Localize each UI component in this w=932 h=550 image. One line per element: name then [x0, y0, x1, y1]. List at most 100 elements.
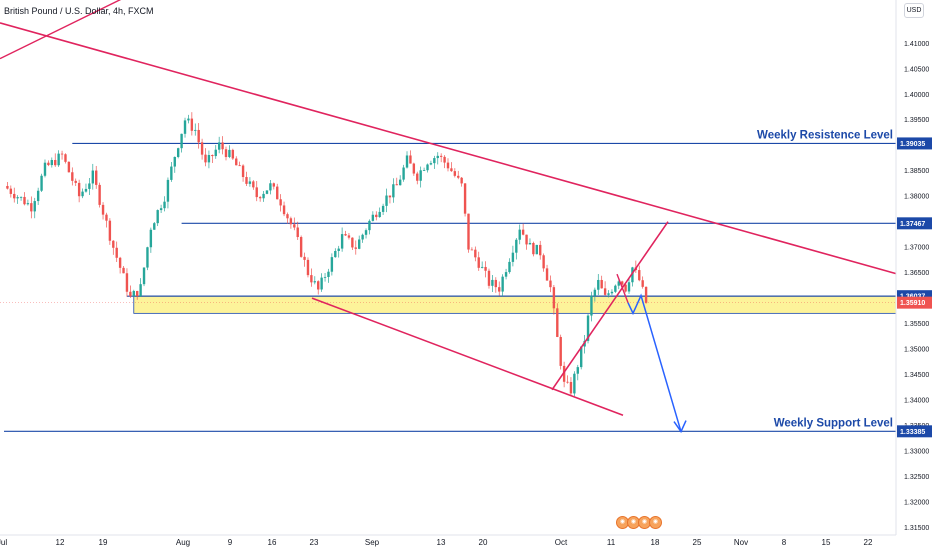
level-lines: [0, 142, 896, 432]
candle-body: [156, 210, 159, 224]
candle-body: [426, 164, 429, 171]
candle-body: [573, 373, 576, 394]
candle-body: [498, 287, 501, 292]
candle-body: [310, 275, 313, 283]
x-tick-label: Sep: [365, 538, 380, 547]
candle-body: [638, 270, 641, 281]
ascending-trendline: [551, 221, 669, 391]
candle-body: [487, 270, 491, 286]
candle-body: [323, 276, 327, 278]
x-tick-label: 22: [864, 538, 873, 547]
price-label-box: [897, 137, 932, 150]
candle-body: [620, 281, 624, 285]
candle-body: [364, 230, 368, 235]
candle-body: [644, 286, 648, 303]
candle-body: [149, 229, 153, 248]
candle-body: [439, 155, 443, 157]
x-tick-label: 18: [651, 538, 660, 547]
candle-body: [132, 290, 135, 297]
candle-body: [597, 279, 600, 290]
y-tick-label: 1.34000: [904, 397, 929, 404]
candle-body: [484, 266, 487, 271]
x-tick-label: Aug: [176, 538, 190, 547]
candle-body: [221, 142, 224, 150]
descending-support-trendline: [311, 297, 624, 417]
candle-body: [183, 120, 187, 134]
candle-body: [170, 166, 173, 180]
candle-body: [173, 156, 176, 167]
candle-body: [238, 165, 241, 167]
level-annotation: Weekly Support Level: [774, 417, 893, 429]
candle-body: [477, 257, 480, 268]
candle-body: [299, 237, 303, 257]
candle-body: [95, 170, 98, 185]
event-icon[interactable]: ◉: [649, 516, 662, 529]
symbol-title: British Pound / U.S. Dollar, 4h, FXCM: [4, 6, 154, 16]
candle-body: [327, 271, 330, 277]
y-tick-label: 1.34500: [904, 372, 929, 379]
candle-body: [84, 188, 88, 192]
candle-body: [245, 177, 248, 184]
candle-body: [450, 168, 453, 172]
candle-body: [593, 289, 597, 296]
trendlines: [0, 0, 897, 417]
candle-body: [457, 175, 460, 178]
candle-body: [559, 336, 562, 366]
candle-body: [398, 179, 402, 186]
candle-body: [16, 197, 19, 199]
candle-body: [535, 244, 538, 255]
y-tick-label: 1.35000: [904, 347, 929, 354]
candle-body: [224, 149, 228, 158]
support-zone[interactable]: [133, 295, 897, 314]
x-tick-label: 9: [228, 538, 233, 547]
candle-body: [74, 180, 77, 183]
candle-body: [388, 195, 392, 198]
candle-body: [204, 154, 207, 163]
candle-body: [248, 181, 252, 184]
events-badge[interactable]: ◉ ◉ ◉ ◉: [616, 516, 662, 529]
candle-body: [71, 172, 74, 181]
candle-body: [344, 234, 347, 236]
candle-body: [528, 242, 532, 245]
x-tick-label: 25: [693, 538, 702, 547]
candle-body: [511, 252, 515, 262]
candle-body: [64, 154, 67, 162]
candle-body: [402, 167, 405, 180]
candle-body: [190, 118, 194, 131]
candle-body: [354, 247, 357, 249]
candle-body: [542, 255, 545, 269]
candle-body: [392, 184, 395, 198]
candle-body: [569, 381, 573, 394]
candle-body: [443, 156, 446, 163]
y-tick-label: 1.32000: [904, 499, 929, 506]
candle-body: [504, 272, 508, 277]
candle-body: [375, 214, 378, 218]
candle-body: [36, 190, 40, 202]
candle-body: [474, 249, 477, 258]
candle-body: [57, 153, 60, 166]
candle-body: [525, 234, 528, 245]
x-tick-label: 19: [99, 538, 108, 547]
candle-body: [258, 197, 262, 199]
currency-label[interactable]: USD: [904, 3, 924, 18]
price-label: 1.35910: [900, 300, 925, 307]
candles: [6, 112, 648, 397]
event-icon[interactable]: ◉: [638, 516, 651, 529]
candle-body: [207, 155, 211, 163]
candle-body: [508, 261, 511, 273]
candle-body: [470, 249, 474, 251]
candle-body: [286, 214, 289, 219]
candle-body: [412, 163, 416, 174]
candle-body: [187, 118, 190, 121]
candle-body: [480, 266, 484, 268]
descending-resistance-trendline: [0, 22, 897, 275]
candle-body: [200, 142, 204, 155]
candle-body: [467, 213, 470, 250]
y-tick-label: 1.40500: [904, 66, 929, 73]
x-tick-label: 20: [479, 538, 488, 547]
y-tick-label: 1.37000: [904, 245, 929, 252]
candle-body: [262, 193, 265, 199]
candle-body: [378, 211, 381, 218]
candle-body: [617, 281, 620, 286]
